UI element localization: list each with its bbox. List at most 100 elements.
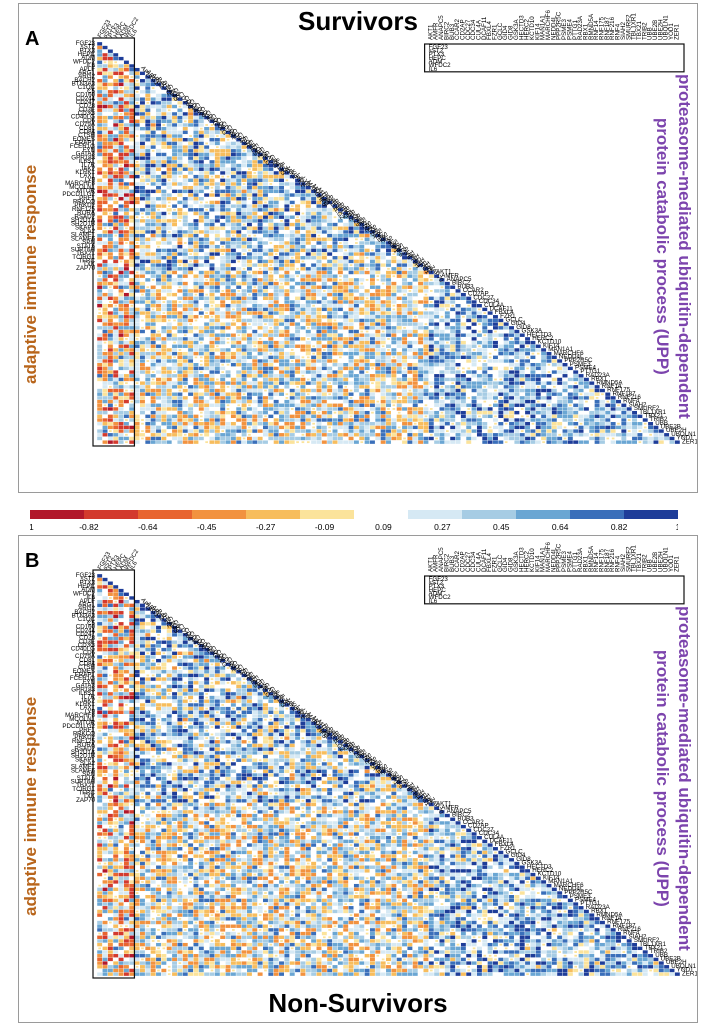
heatmap-cell xyxy=(156,182,161,186)
heatmap-cell xyxy=(558,389,561,392)
heatmap-cell xyxy=(353,230,359,234)
heatmap-cell xyxy=(220,296,226,301)
heatmap-cell xyxy=(311,263,317,267)
heatmap-cell xyxy=(257,163,263,168)
heatmap-cell xyxy=(178,219,182,222)
heatmap-cell xyxy=(327,270,333,275)
heatmap-cell xyxy=(177,403,183,407)
heatmap-cell xyxy=(123,230,129,234)
heatmap-cell xyxy=(140,134,145,138)
heatmap-cell xyxy=(279,307,284,312)
heatmap-cell xyxy=(118,300,124,304)
heatmap-cell xyxy=(156,304,161,308)
heatmap-cell xyxy=(268,197,274,201)
heatmap-cell xyxy=(391,285,397,289)
heatmap-cell xyxy=(220,304,226,308)
heatmap-cell xyxy=(493,333,498,337)
heatmap-cell xyxy=(107,160,113,164)
heatmap-cell xyxy=(364,351,370,356)
heatmap-cell xyxy=(156,274,161,278)
heatmap-cell xyxy=(156,241,161,245)
heatmap-cell xyxy=(380,392,386,396)
heatmap-cell xyxy=(535,374,541,378)
heatmap-cell xyxy=(189,323,192,326)
heatmap-cell xyxy=(140,185,145,190)
heatmap-cell xyxy=(113,322,119,326)
heatmap-cell xyxy=(418,348,424,352)
heatmap-cell xyxy=(102,115,108,120)
heatmap-cell xyxy=(221,245,225,248)
heatmap-cell xyxy=(375,244,381,249)
heatmap-cell xyxy=(258,356,262,359)
heatmap-cell xyxy=(316,322,322,326)
heatmap-cell xyxy=(412,274,418,278)
heatmap-cell xyxy=(493,359,498,363)
heatmap-cell xyxy=(268,381,274,385)
heatmap-cell xyxy=(209,193,215,197)
heatmap-cell xyxy=(257,285,263,289)
heatmap-cell xyxy=(434,289,440,293)
heatmap-cell xyxy=(221,231,225,233)
heatmap-cell xyxy=(252,296,258,301)
heatmap-cell xyxy=(305,340,311,345)
heatmap-cell xyxy=(198,348,204,352)
heatmap-cell xyxy=(177,185,183,190)
heatmap-cell xyxy=(253,260,257,263)
heatmap-cell xyxy=(332,337,338,341)
heatmap-cell xyxy=(114,76,118,78)
heatmap-cell xyxy=(321,270,327,275)
heatmap-cell xyxy=(225,185,231,190)
heatmap-cell xyxy=(455,333,461,337)
heatmap-cell xyxy=(348,329,354,334)
heatmap-cell xyxy=(156,93,161,98)
heatmap-cell xyxy=(167,205,171,208)
heatmap-cell xyxy=(150,259,156,264)
heatmap-cell xyxy=(241,156,247,160)
heatmap-cell xyxy=(557,370,563,374)
heatmap-cell xyxy=(145,104,151,109)
heatmap-cell xyxy=(268,267,274,271)
heatmap-cell xyxy=(166,248,172,253)
heatmap-cell xyxy=(130,179,134,182)
heatmap-cell xyxy=(140,289,145,293)
heatmap-cell xyxy=(542,393,545,396)
heatmap-cell xyxy=(471,315,477,319)
heatmap-cell xyxy=(145,226,151,230)
heatmap-cell xyxy=(359,322,365,326)
heatmap-cell xyxy=(253,223,257,226)
heatmap-cell xyxy=(305,403,311,407)
heatmap-cell xyxy=(364,363,370,367)
heatmap-cell xyxy=(316,193,322,197)
heatmap-cell xyxy=(209,388,215,393)
heatmap-cell xyxy=(418,300,424,304)
heatmap-cell xyxy=(289,237,295,242)
heatmap-cell xyxy=(140,178,145,182)
heatmap-cell xyxy=(246,189,252,194)
heatmap-cell xyxy=(289,344,295,348)
heatmap-cell xyxy=(369,230,375,234)
heatmap-cell xyxy=(189,183,192,185)
heatmap-cell xyxy=(230,189,236,194)
heatmap-cell xyxy=(476,403,482,407)
heatmap-cell xyxy=(145,123,151,127)
heatmap-cell xyxy=(515,360,519,362)
heatmap-cell xyxy=(193,163,199,168)
heatmap-cell xyxy=(337,259,343,264)
heatmap-cell xyxy=(156,230,161,234)
heatmap-cell xyxy=(573,396,579,400)
heatmap-cell xyxy=(493,318,498,323)
heatmap-cell xyxy=(279,322,284,326)
heatmap-cell xyxy=(172,300,178,304)
heatmap-cell xyxy=(316,204,322,208)
heatmap-cell xyxy=(113,388,119,393)
heatmap-cell xyxy=(241,244,247,249)
heatmap-cell xyxy=(102,381,108,385)
heatmap-cell xyxy=(209,403,215,407)
heatmap-cell xyxy=(375,377,381,382)
heatmap-cell xyxy=(536,385,540,388)
heatmap-survivors: FGF23sST2PTX3HEPCADMWFDC2IL6APLFARG1ARG2… xyxy=(62,10,697,447)
heatmap-cell xyxy=(263,326,268,330)
heatmap-cell xyxy=(284,263,290,267)
heatmap-cell xyxy=(503,359,509,363)
heatmap-cell xyxy=(161,189,167,194)
